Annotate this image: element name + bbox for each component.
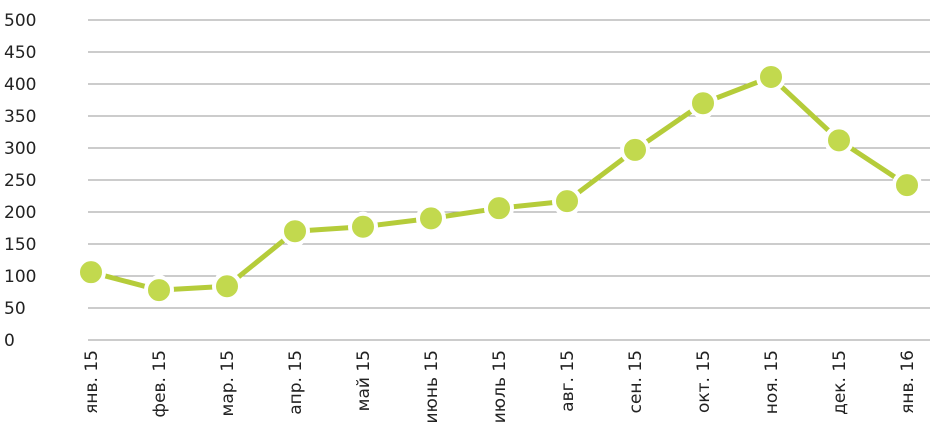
marker xyxy=(76,257,106,288)
x-tick-label: июль 15 xyxy=(490,350,510,423)
marker xyxy=(824,125,854,156)
marker xyxy=(212,271,242,302)
marker xyxy=(892,170,922,201)
x-tick-label: дек. 15 xyxy=(830,350,850,415)
marker xyxy=(484,193,514,224)
y-tick-label: 200 xyxy=(4,203,36,223)
line xyxy=(90,74,909,293)
y-tick-label: 450 xyxy=(4,43,36,63)
y-tick-label: 500 xyxy=(4,11,36,31)
x-tick-label: май 15 xyxy=(354,350,374,411)
marker xyxy=(756,61,786,92)
x-tick-label: окт. 15 xyxy=(694,350,714,413)
x-tick-label: сен. 15 xyxy=(626,350,646,413)
x-tick-label: июнь 15 xyxy=(422,350,442,424)
y-tick-label: 50 xyxy=(4,299,26,319)
marker xyxy=(280,216,310,247)
x-tick-label: янв. 16 xyxy=(898,350,918,414)
marker xyxy=(416,203,446,234)
x-tick-label: ноя. 15 xyxy=(762,350,782,414)
marker xyxy=(552,186,582,217)
x-tick-label: авг. 15 xyxy=(558,350,578,412)
marker xyxy=(620,134,650,165)
y-tick-label: 150 xyxy=(4,235,36,255)
y-tick-label: 350 xyxy=(4,107,36,127)
y-tick-label: 300 xyxy=(4,139,36,159)
x-tick-label: мар. 15 xyxy=(218,350,238,416)
y-tick-label: 0 xyxy=(4,331,15,351)
marker xyxy=(348,211,378,242)
marker xyxy=(144,275,174,306)
x-tick-label: апр. 15 xyxy=(286,350,306,415)
x-tick-label: фев. 15 xyxy=(150,350,170,417)
y-tick-label: 250 xyxy=(4,171,36,191)
marker xyxy=(688,88,718,119)
y-tick-label: 100 xyxy=(4,267,36,287)
x-tick-label: янв. 15 xyxy=(82,350,102,414)
y-tick-label: 400 xyxy=(4,75,36,95)
